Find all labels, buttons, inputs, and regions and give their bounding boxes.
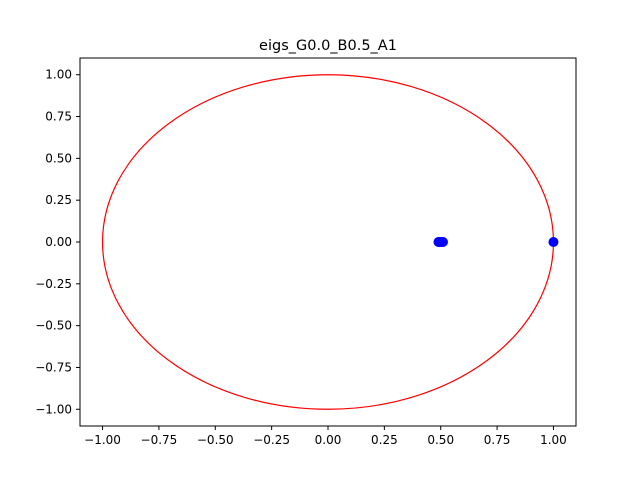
y-tick-label: −0.25 bbox=[35, 277, 72, 291]
y-tick-label: 0.00 bbox=[45, 235, 72, 249]
x-tick-label: 0.00 bbox=[315, 433, 342, 447]
x-tick-label: −0.25 bbox=[253, 433, 290, 447]
y-tick-label: −0.75 bbox=[35, 360, 72, 374]
chart-title: eigs_G0.0_B0.5_A1 bbox=[259, 38, 397, 54]
x-tick-label: −0.50 bbox=[197, 433, 234, 447]
x-tick-label: 0.25 bbox=[371, 433, 398, 447]
y-tick-label: 1.00 bbox=[45, 68, 72, 82]
x-tick-label: −1.00 bbox=[84, 433, 121, 447]
x-tick-label: −0.75 bbox=[141, 433, 178, 447]
y-tick-label: −0.50 bbox=[35, 319, 72, 333]
y-tick-label: 0.75 bbox=[45, 110, 72, 124]
x-tick-label: 0.50 bbox=[427, 433, 454, 447]
x-tick-label: 0.75 bbox=[484, 433, 511, 447]
y-tick-label: −1.00 bbox=[35, 402, 72, 416]
plot-area: −1.00 −0.75 −0.50 −0.25 0.00 0.25 0.50 0.75 1.00… bbox=[35, 57, 577, 447]
data-point bbox=[548, 237, 559, 247]
data-point bbox=[437, 237, 448, 247]
x-tick-label: 1.00 bbox=[540, 433, 567, 447]
y-tick-label: 0.50 bbox=[45, 151, 72, 165]
y-tick-label: 0.25 bbox=[45, 193, 72, 207]
